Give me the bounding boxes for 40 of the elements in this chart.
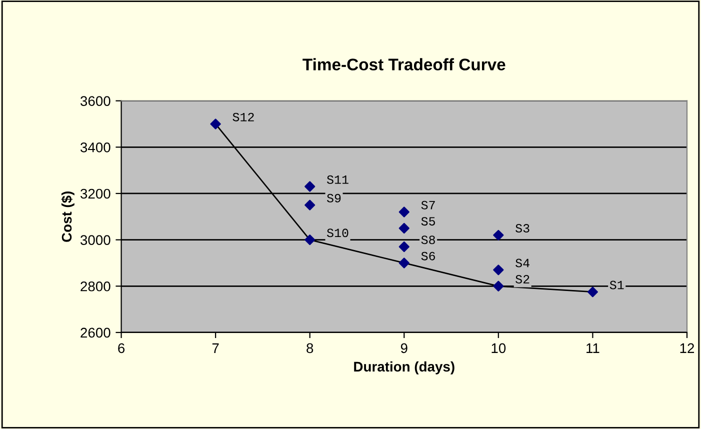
y-tick-label: 2600: [80, 328, 110, 338]
y-axis-title: Cost ($): [61, 191, 74, 242]
annotation: S11: [326, 175, 348, 184]
point: [398, 206, 410, 218]
annotation: S10: [326, 228, 348, 238]
point: [493, 230, 504, 240]
point: [398, 241, 410, 252]
annotation: S2: [516, 275, 530, 284]
point: [210, 118, 221, 130]
x-tick-label: 11: [586, 343, 600, 353]
annotation: S1: [610, 280, 624, 290]
annotation: S12: [232, 112, 254, 122]
y-tick-label: 3600: [80, 96, 110, 106]
x-tick-label: 12: [680, 343, 694, 353]
annotation: S7: [421, 200, 435, 210]
y-tick-label: 3400: [80, 142, 110, 152]
x-tick-label: 10: [492, 343, 506, 354]
annotation: S5: [421, 217, 435, 226]
annotation: S8: [421, 236, 435, 244]
point: [493, 264, 504, 276]
annotation: S6: [421, 252, 435, 260]
point: [304, 200, 316, 210]
x-tick-label: 9: [400, 343, 408, 354]
x-tick-label: 8: [306, 343, 314, 354]
point: [493, 280, 504, 292]
x-tick-label: 6: [118, 343, 125, 354]
y-tick-label: 3200: [80, 188, 110, 199]
annotation: S3: [516, 224, 530, 233]
point: [587, 286, 598, 298]
point: [398, 222, 410, 234]
y-tick-label: 2800: [80, 281, 110, 292]
annotation: S9: [326, 194, 341, 202]
x-tick-label: 7: [212, 343, 219, 353]
x-axis-title: Duration (days): [354, 361, 454, 374]
point: [304, 181, 316, 192]
annotation: S4: [516, 258, 530, 268]
point: [398, 258, 410, 268]
point: [304, 234, 316, 246]
chart-title: Time-Cost Tradeoff Curve: [302, 58, 506, 70]
y-tick-label: 3000: [80, 235, 110, 245]
